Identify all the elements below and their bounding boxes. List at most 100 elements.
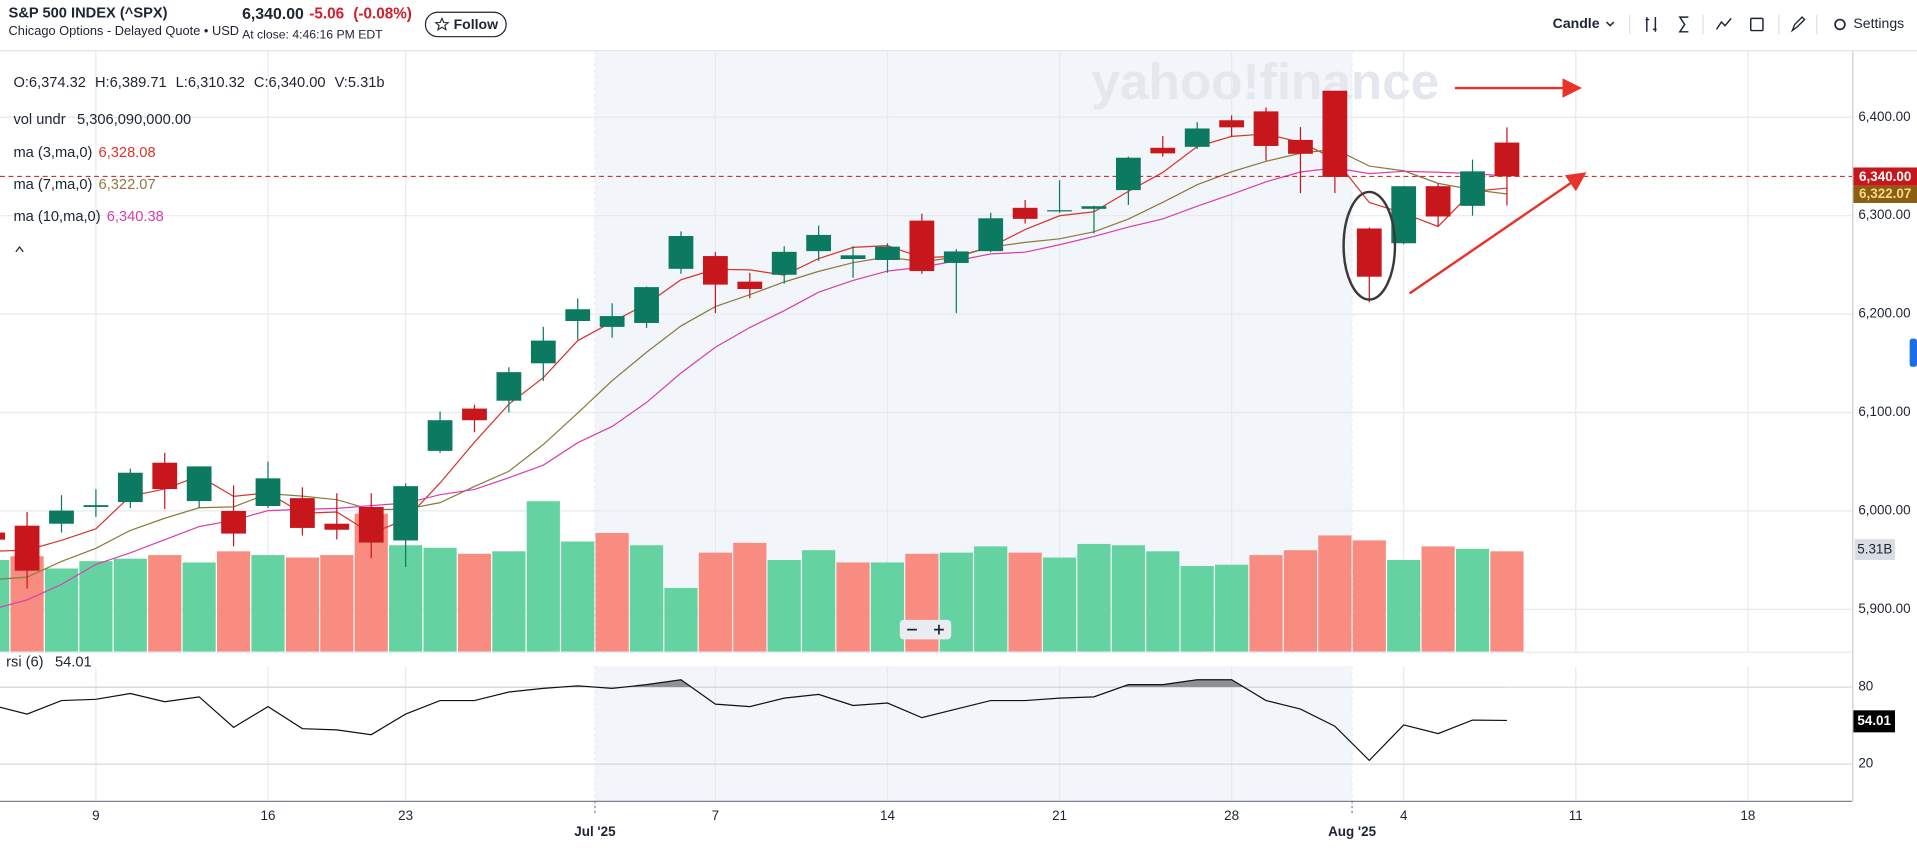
volume-bar [836, 562, 870, 652]
compare-icon[interactable] [1645, 17, 1657, 32]
volume-badge [1854, 539, 1895, 560]
quote-title: S&P 500 INDEX (^SPX) [9, 5, 168, 21]
ohlc-legend: O:6,374.32 H:6,389.71 L:6,310.32 C:6,340… [13, 75, 384, 91]
candle-body [393, 486, 419, 541]
toolbar-icons [1645, 14, 1846, 35]
candle-body [737, 281, 763, 289]
volume-bar [1387, 560, 1421, 652]
candle-body [255, 478, 281, 507]
candle-body [1253, 111, 1279, 146]
candle-body [290, 498, 315, 528]
legend-name: ma (7,ma,0) [13, 177, 92, 193]
candle-body [565, 309, 591, 321]
candle-body [1047, 210, 1072, 212]
volume-bar [320, 555, 354, 652]
candle-body [1219, 120, 1245, 128]
candle-body [1425, 186, 1451, 217]
candle-body [152, 462, 178, 490]
change: -5.06 [309, 6, 344, 23]
collapse-caret[interactable] [15, 245, 24, 253]
zoom-in[interactable] [934, 624, 944, 635]
volume-legend: vol undr 5,306,090,000.00 [13, 112, 191, 128]
volume-bar [1455, 548, 1490, 652]
volume-bar [1283, 550, 1318, 652]
ohlc-item: L:6,310.32 [176, 75, 245, 91]
volume-bar [44, 568, 79, 652]
candle-body [1150, 147, 1176, 154]
candle-body [875, 246, 900, 260]
rsi-legend: rsi (6) 54.01 [6, 655, 92, 671]
chart-type-select[interactable]: Candle [1553, 15, 1615, 31]
follow-label[interactable]: Follow [454, 16, 499, 32]
y-tick-label: 6,200.00 [1858, 306, 1910, 321]
candle-body [530, 340, 556, 364]
volume-bar [1352, 540, 1386, 652]
chart-type-label[interactable]: Candle [1553, 15, 1600, 31]
ma-legend-item: ma (3,ma,0) 6,328.08 [13, 145, 155, 161]
trend-icon[interactable] [1715, 17, 1732, 30]
chevron-icon [1605, 21, 1615, 27]
x-tick-label: 21 [1052, 808, 1067, 823]
month-shade [594, 666, 1353, 801]
zoom-control [899, 619, 952, 640]
watermark: yahoo!finance [1091, 53, 1439, 110]
rsi-badge [1853, 710, 1895, 733]
volume-bar [1249, 555, 1283, 652]
side-panel-tab[interactable] [1909, 338, 1917, 367]
annotation-ellipse [1342, 190, 1397, 301]
calendar-icon[interactable] [1749, 17, 1764, 32]
month-shade [594, 51, 1353, 652]
x-tick-label: 16 [261, 808, 276, 823]
plot-layer [0, 90, 1853, 652]
volume-bar [974, 546, 1008, 652]
volume-bar [457, 553, 492, 652]
legend-name: ma (3,ma,0) [13, 145, 92, 161]
volume-bar [664, 587, 698, 652]
candle-body [0, 532, 6, 540]
volume-bar [492, 551, 526, 652]
annotation-arrow [1408, 172, 1587, 295]
volume-bar [423, 547, 457, 652]
legend-value: 5,306,090,000.00 [77, 112, 191, 128]
volume-bar [1042, 557, 1077, 652]
volume-badge-label: 5.31B [1857, 542, 1892, 557]
exchange-info: Chicago Options - Delayed Quote • USD [9, 23, 240, 38]
candle-body [806, 234, 832, 252]
candle-body [909, 220, 935, 272]
ohlc-item: V:5.31b [335, 75, 385, 91]
volume-bar [526, 501, 560, 652]
indicators-icon[interactable] [1678, 16, 1689, 33]
x-tick-label: 4 [1400, 808, 1408, 823]
axis-layer: 5,900.00 6,000.00 6,100.00 6,200.00 6,300.00… [0, 51, 1911, 839]
y-tick-label: 6,000.00 [1858, 502, 1910, 517]
x-tick-label: 9 [92, 808, 99, 823]
x-tick-label: Jul '25 [574, 824, 616, 839]
rsi-layer [0, 679, 1507, 762]
candle-body [496, 372, 522, 401]
volume-bar [148, 555, 182, 652]
draw-icon[interactable] [1790, 16, 1806, 33]
x-tick-label: Aug '25 [1328, 824, 1377, 839]
ohlc-item: H:6,389.71 [95, 75, 167, 91]
settings-icon[interactable] [1834, 18, 1846, 31]
volume-bar [595, 532, 629, 652]
ma-legend-item: ma (7,ma,0) 6,322.07 [13, 177, 155, 193]
follow-button-frame[interactable] [424, 11, 507, 38]
follow-button[interactable]: Follow [424, 11, 507, 38]
volume-bar [561, 541, 595, 652]
volume-bar [1421, 546, 1455, 652]
volume-bar [285, 557, 320, 652]
volume-bar [1215, 564, 1249, 652]
settings-label[interactable]: Settings [1853, 15, 1904, 31]
volume-bar [251, 555, 285, 652]
volume-bar [767, 560, 801, 652]
x-tick-label: 28 [1224, 808, 1239, 823]
candle-body [1460, 171, 1485, 206]
volume-bar [1008, 552, 1042, 652]
legend-value: 6,340.38 [107, 209, 164, 225]
legend-name: rsi (6) [6, 655, 43, 671]
ohlc-item: C:6,340.00 [254, 75, 326, 91]
star-icon [434, 16, 450, 31]
